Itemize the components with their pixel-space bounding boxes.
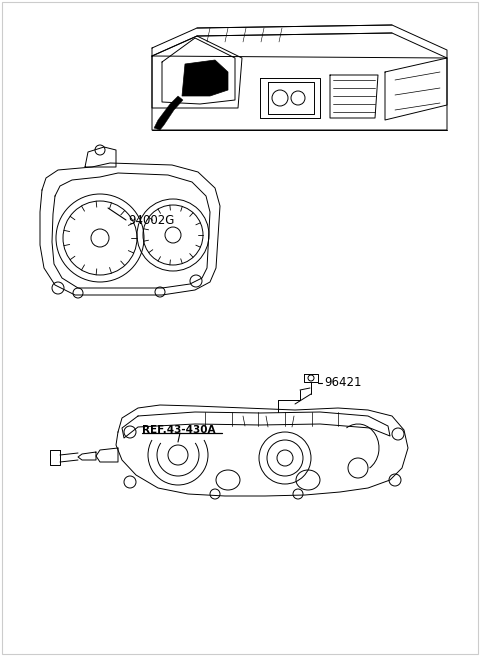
Text: REF.43-430A: REF.43-430A xyxy=(142,425,216,435)
Text: 94002G: 94002G xyxy=(128,213,174,226)
Text: 96421: 96421 xyxy=(324,377,361,390)
Polygon shape xyxy=(182,60,228,96)
Polygon shape xyxy=(154,96,183,130)
